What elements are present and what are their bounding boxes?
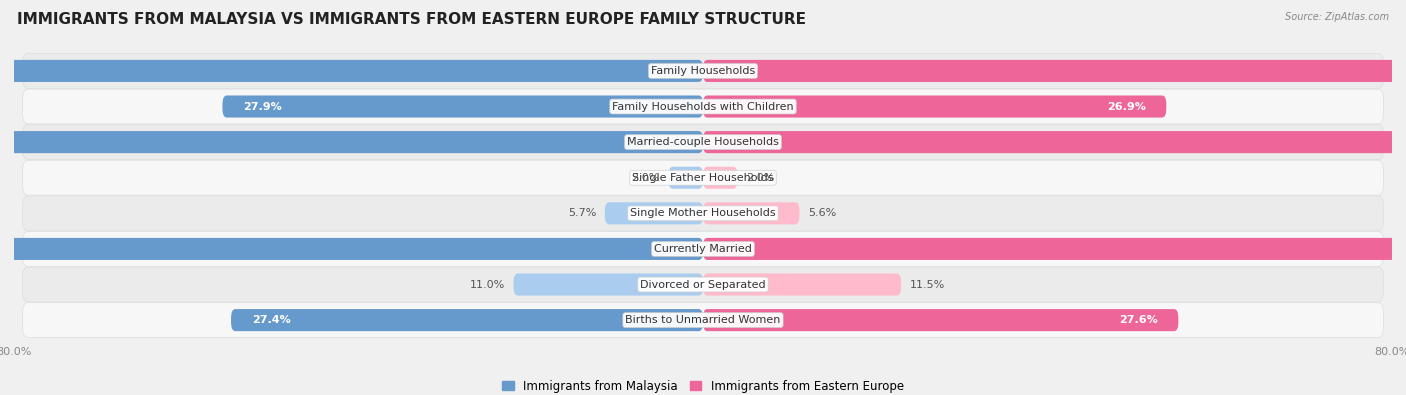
Text: Currently Married: Currently Married	[654, 244, 752, 254]
FancyBboxPatch shape	[22, 231, 1384, 266]
Text: Family Households: Family Households	[651, 66, 755, 76]
FancyBboxPatch shape	[22, 89, 1384, 124]
Text: Married-couple Households: Married-couple Households	[627, 137, 779, 147]
FancyBboxPatch shape	[22, 196, 1384, 231]
FancyBboxPatch shape	[0, 131, 703, 153]
FancyBboxPatch shape	[22, 53, 1384, 88]
FancyBboxPatch shape	[703, 202, 800, 224]
FancyBboxPatch shape	[222, 96, 703, 118]
FancyBboxPatch shape	[703, 309, 1178, 331]
FancyBboxPatch shape	[703, 60, 1406, 82]
Text: 5.7%: 5.7%	[568, 208, 596, 218]
Text: 27.4%: 27.4%	[252, 315, 291, 325]
FancyBboxPatch shape	[22, 267, 1384, 302]
Text: Single Mother Households: Single Mother Households	[630, 208, 776, 218]
FancyBboxPatch shape	[231, 309, 703, 331]
FancyBboxPatch shape	[703, 238, 1406, 260]
Text: 5.6%: 5.6%	[808, 208, 837, 218]
FancyBboxPatch shape	[703, 167, 738, 189]
FancyBboxPatch shape	[669, 167, 703, 189]
FancyBboxPatch shape	[703, 131, 1406, 153]
Text: 26.9%: 26.9%	[1107, 102, 1146, 111]
Text: 2.0%: 2.0%	[747, 173, 775, 183]
Text: 2.0%: 2.0%	[631, 173, 659, 183]
FancyBboxPatch shape	[703, 96, 1167, 118]
Legend: Immigrants from Malaysia, Immigrants from Eastern Europe: Immigrants from Malaysia, Immigrants fro…	[498, 375, 908, 395]
Text: 11.5%: 11.5%	[910, 280, 945, 290]
Text: 27.9%: 27.9%	[243, 102, 281, 111]
Text: Births to Unmarried Women: Births to Unmarried Women	[626, 315, 780, 325]
FancyBboxPatch shape	[0, 238, 703, 260]
FancyBboxPatch shape	[22, 125, 1384, 160]
FancyBboxPatch shape	[513, 273, 703, 295]
FancyBboxPatch shape	[22, 303, 1384, 338]
FancyBboxPatch shape	[703, 273, 901, 295]
FancyBboxPatch shape	[605, 202, 703, 224]
Text: Single Father Households: Single Father Households	[633, 173, 773, 183]
Text: Divorced or Separated: Divorced or Separated	[640, 280, 766, 290]
Text: Family Households with Children: Family Households with Children	[612, 102, 794, 111]
Text: IMMIGRANTS FROM MALAYSIA VS IMMIGRANTS FROM EASTERN EUROPE FAMILY STRUCTURE: IMMIGRANTS FROM MALAYSIA VS IMMIGRANTS F…	[17, 12, 806, 27]
Text: Source: ZipAtlas.com: Source: ZipAtlas.com	[1285, 12, 1389, 22]
Text: 11.0%: 11.0%	[470, 280, 505, 290]
FancyBboxPatch shape	[22, 160, 1384, 195]
Text: 27.6%: 27.6%	[1119, 315, 1157, 325]
FancyBboxPatch shape	[0, 60, 703, 82]
